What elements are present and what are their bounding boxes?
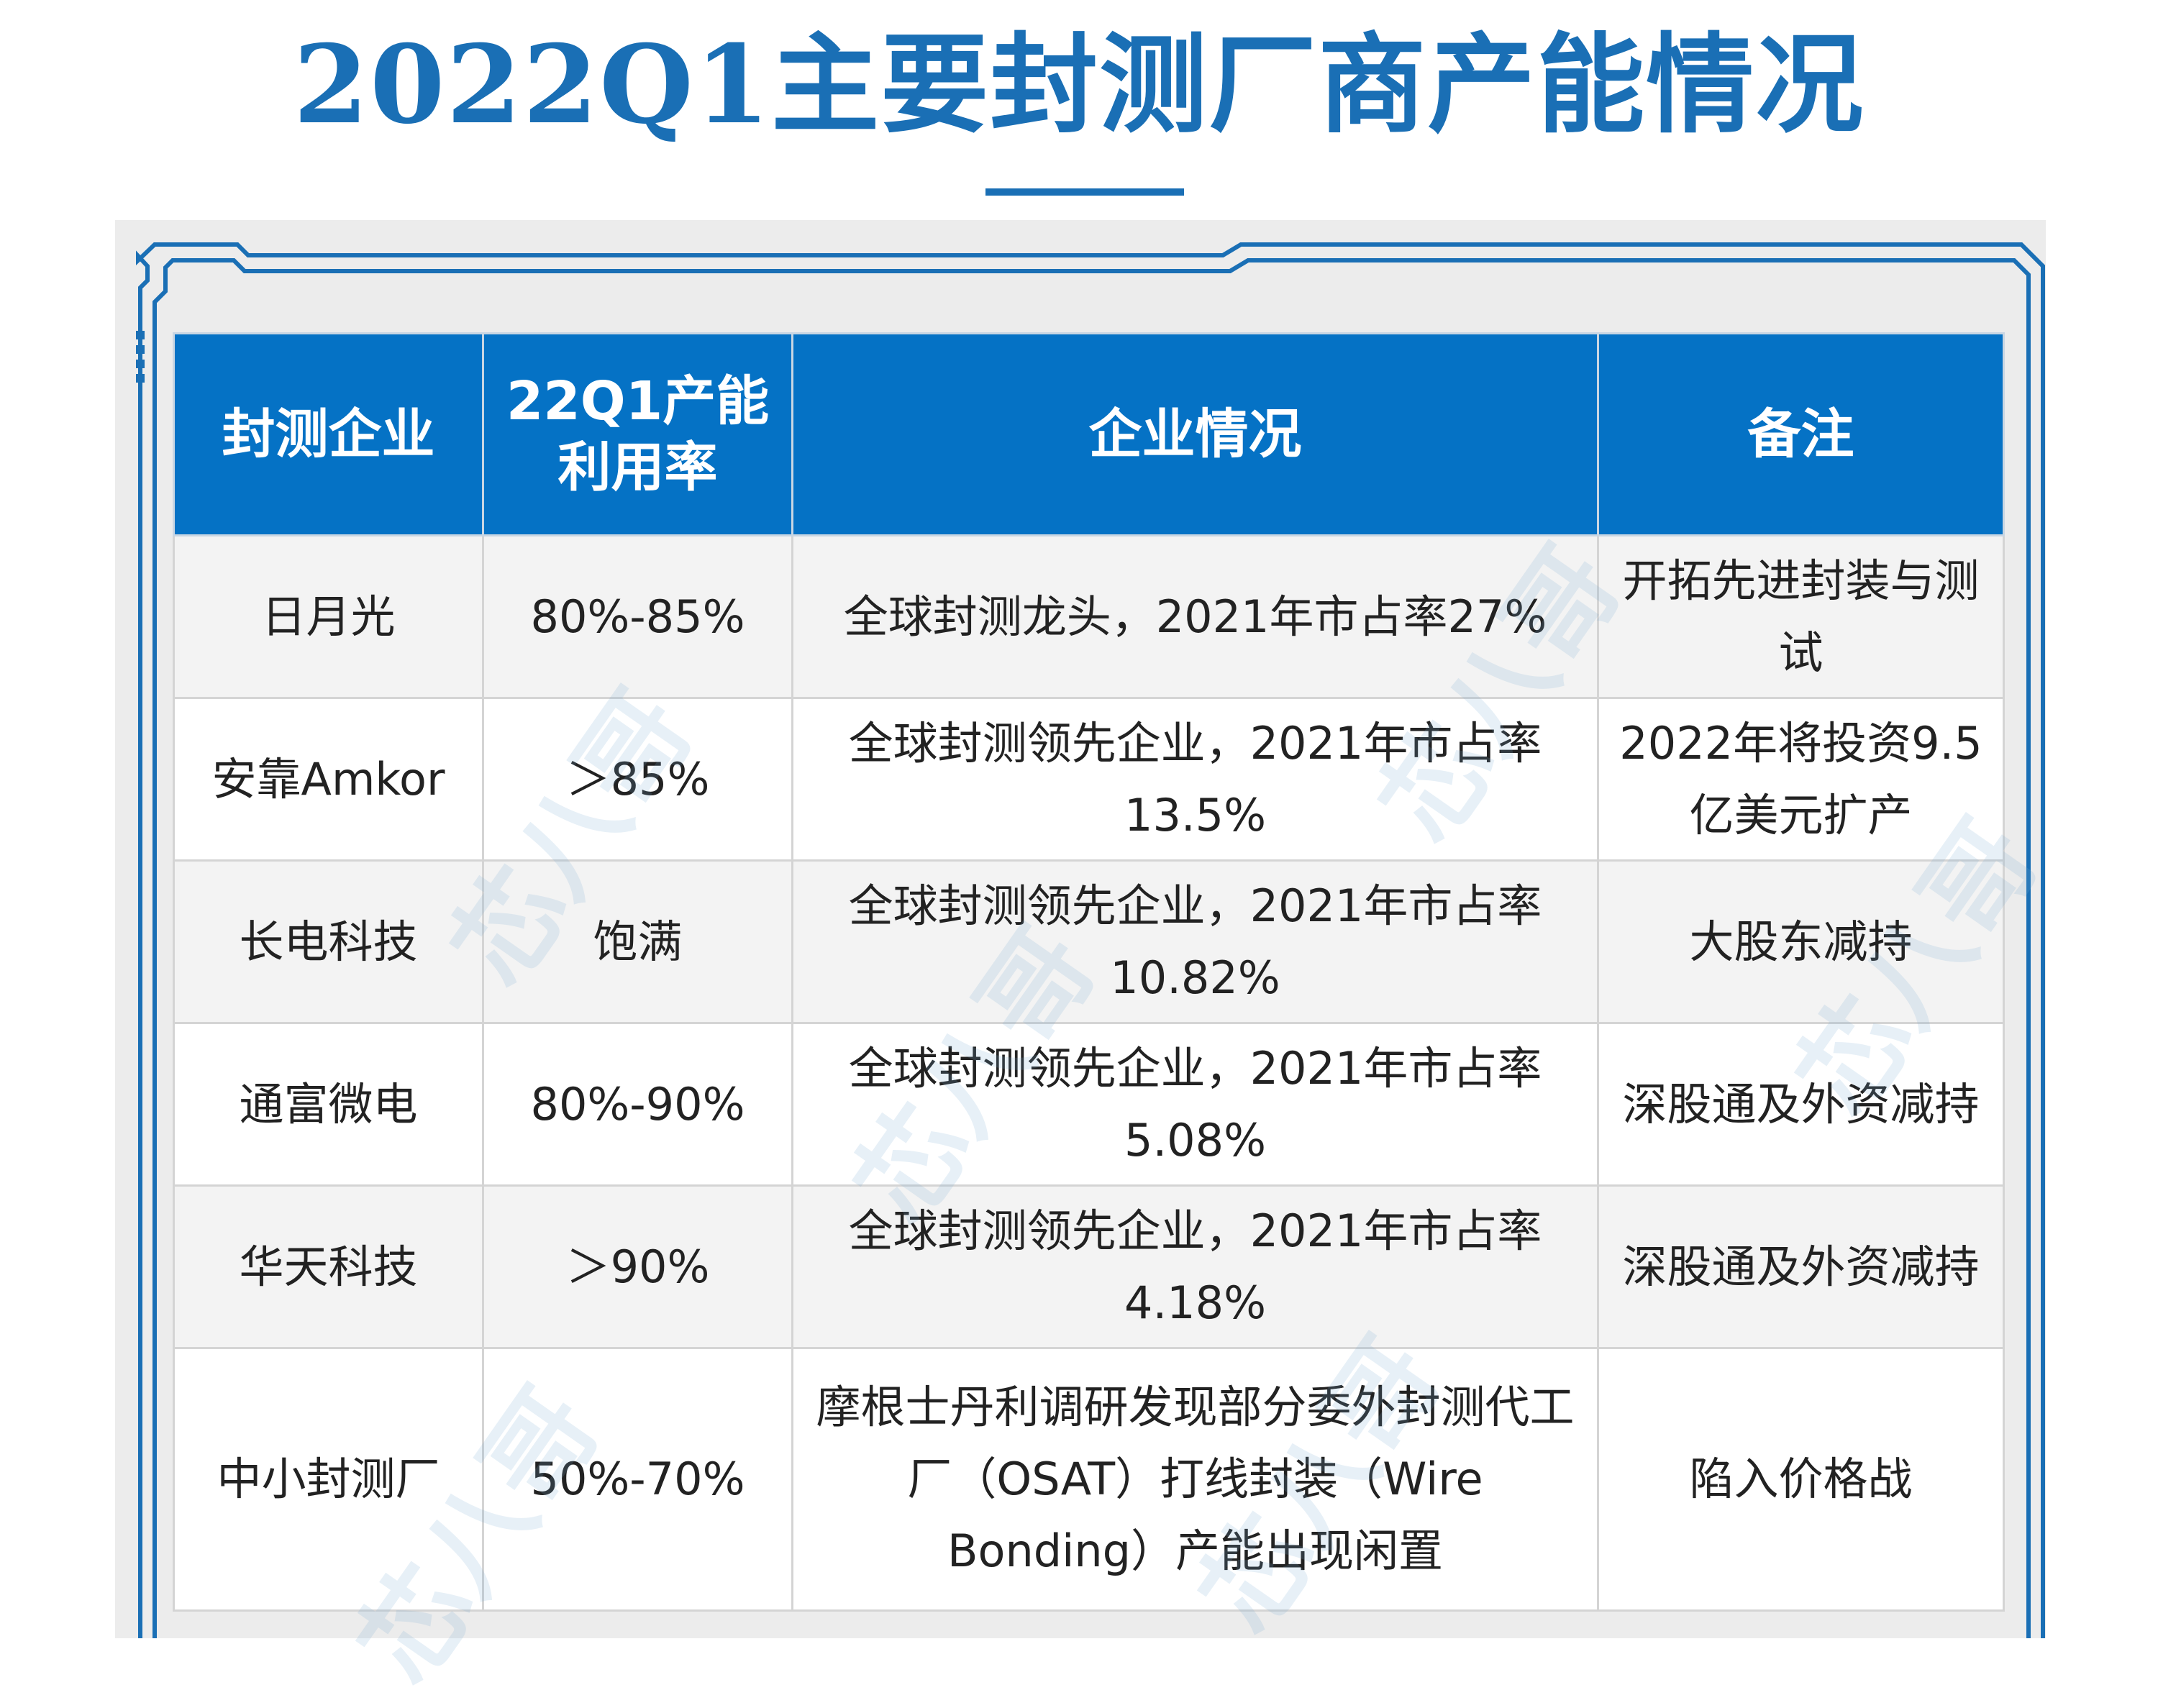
cell-utilization: 50%-70%: [482, 1347, 793, 1612]
cell-remark: 深股通及外资减持: [1597, 1022, 2005, 1187]
cell-utilization: 80%-90%: [482, 1022, 793, 1187]
capacity-table: 封测企业 22Q1产能 利用率 企业情况 备注 日月光 80%-85% 全球封测…: [173, 332, 2005, 1612]
table-row: 华天科技 ＞90% 全球封测领先企业，2021年市占率4.18% 深股通及外资减…: [173, 1184, 2005, 1349]
cell-remark: 大股东减持: [1597, 859, 2005, 1024]
table-row: 日月光 80%-85% 全球封测龙头，2021年市占率27% 开拓先进封装与测试: [173, 534, 2005, 699]
cell-utilization: 饱满: [482, 859, 793, 1024]
cell-utilization: ＞90%: [482, 1184, 793, 1349]
cell-situation: 全球封测领先企业，2021年市占率13.5%: [791, 697, 1599, 862]
cell-utilization: ＞85%: [482, 697, 793, 862]
table-header-row: 封测企业 22Q1产能 利用率 企业情况 备注: [173, 332, 2005, 536]
decorative-frame: [136, 242, 2045, 1638]
cell-situation: 全球封测领先企业，2021年市占率4.18%: [791, 1184, 1599, 1349]
cell-company: 安靠Amkor: [173, 697, 484, 862]
cell-company: 中小封测厂: [173, 1347, 484, 1612]
cell-company: 华天科技: [173, 1184, 484, 1349]
table-row: 中小封测厂 50%-70% 摩根士丹利调研发现部分委外封测代工厂（OSAT）打线…: [173, 1347, 2005, 1612]
header-remark: 备注: [1597, 332, 2005, 536]
table-row: 长电科技 饱满 全球封测领先企业，2021年市占率10.82% 大股东减持: [173, 859, 2005, 1024]
header-utilization-line1: 22Q1产能: [506, 370, 770, 432]
cell-company: 通富微电: [173, 1022, 484, 1187]
cell-remark: 陷入价格战: [1597, 1347, 2005, 1612]
cell-utilization: 80%-85%: [482, 534, 793, 699]
cell-situation: 全球封测领先企业，2021年市占率5.08%: [791, 1022, 1599, 1187]
cell-remark: 2022年将投资9.5亿美元扩产: [1597, 697, 2005, 862]
title-underline: [985, 188, 1184, 196]
cell-remark: 深股通及外资减持: [1597, 1184, 2005, 1349]
cell-situation: 全球封测领先企业，2021年市占率10.82%: [791, 859, 1599, 1024]
header-situation: 企业情况: [791, 332, 1599, 536]
header-utilization-line2: 利用率: [557, 437, 718, 498]
cell-company: 长电科技: [173, 859, 484, 1024]
table-row: 通富微电 80%-90% 全球封测领先企业，2021年市占率5.08% 深股通及…: [173, 1022, 2005, 1187]
header-company: 封测企业: [173, 332, 484, 536]
cell-company: 日月光: [173, 534, 484, 699]
header-utilization: 22Q1产能 利用率: [482, 332, 793, 536]
table-row: 安靠Amkor ＞85% 全球封测领先企业，2021年市占率13.5% 2022…: [173, 697, 2005, 862]
page-title: 2022Q1主要封测厂商产能情况: [293, 22, 1865, 148]
cell-situation: 全球封测龙头，2021年市占率27%: [791, 534, 1599, 699]
cell-situation: 摩根士丹利调研发现部分委外封测代工厂（OSAT）打线封装（Wire Bondin…: [791, 1347, 1599, 1612]
cell-remark: 开拓先进封装与测试: [1597, 534, 2005, 699]
